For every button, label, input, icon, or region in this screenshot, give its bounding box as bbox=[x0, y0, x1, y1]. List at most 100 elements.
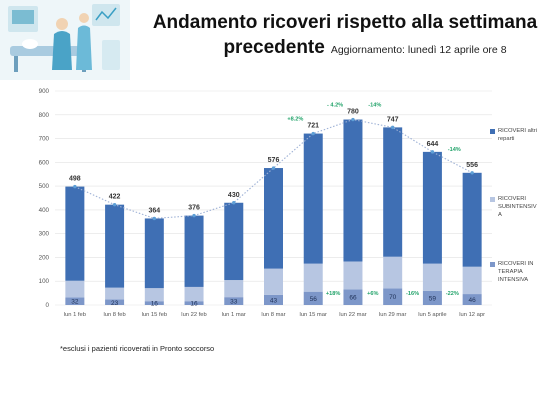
legend-label: RICOVERI bbox=[498, 196, 527, 202]
trend-point bbox=[470, 171, 474, 175]
header-medical-illustration bbox=[0, 0, 130, 80]
x-tick-label: lun 29 mar bbox=[379, 312, 406, 318]
ti-data-label: 46 bbox=[469, 297, 477, 304]
bar-segment-altri-reparti bbox=[343, 119, 363, 262]
ti-data-label: 66 bbox=[349, 295, 357, 302]
total-data-label: 721 bbox=[307, 123, 319, 130]
bar-segment-altri-reparti bbox=[462, 172, 482, 267]
bar-segment-subintensiva bbox=[462, 266, 482, 295]
bar-segment-terapia-intensiva bbox=[303, 291, 323, 305]
ti-data-label: 43 bbox=[270, 297, 278, 304]
total-data-label: 422 bbox=[109, 194, 121, 201]
y-tick-label: 900 bbox=[39, 88, 50, 95]
total-data-label: 644 bbox=[427, 141, 439, 148]
y-tick-label: 800 bbox=[39, 112, 50, 119]
bar-segment-subintensiva bbox=[422, 263, 442, 291]
legend-label: A bbox=[498, 212, 502, 218]
x-tick-label: lun 1 mar bbox=[222, 312, 246, 318]
y-tick-label: 300 bbox=[39, 231, 50, 238]
y-tick-label: 100 bbox=[39, 278, 50, 285]
y-tick-label: 500 bbox=[39, 183, 50, 190]
total-change-label: +8.2% bbox=[287, 117, 303, 123]
bar-segment-subintensiva bbox=[65, 280, 85, 298]
total-data-label: 556 bbox=[466, 162, 478, 169]
page-title: Andamento ricoveri rispetto alla settima… bbox=[140, 10, 550, 63]
bar-segment-terapia-intensiva bbox=[224, 297, 244, 305]
x-tick-label: lun 15 feb bbox=[142, 312, 167, 318]
trend-point bbox=[311, 131, 315, 136]
legend-label: TERAPIA bbox=[498, 269, 523, 275]
bar-segment-subintensiva bbox=[184, 286, 204, 302]
x-tick-label: lun 8 mar bbox=[261, 312, 285, 318]
legend-item: RICOVERI altri reparti bbox=[490, 127, 560, 143]
x-tick-label: lun 1 feb bbox=[64, 312, 86, 318]
y-tick-label: 400 bbox=[39, 207, 50, 214]
bar-segment-terapia-intensiva bbox=[144, 301, 164, 305]
total-data-label: 364 bbox=[148, 207, 160, 214]
x-tick-label: lun 15 mar bbox=[300, 312, 327, 318]
ti-data-label: 32 bbox=[71, 299, 79, 306]
hospitalization-chart: 0 100 200 300 400 500 600 700 800 900 lun 1 feb 32 4… bbox=[39, 88, 492, 318]
total-change-label: - 4.2% bbox=[327, 103, 343, 109]
ti-data-label: 16 bbox=[151, 301, 159, 308]
ti-data-label: 59 bbox=[429, 295, 437, 302]
bar-segment-subintensiva bbox=[343, 261, 363, 290]
x-tick-label: lun 22 feb bbox=[181, 312, 206, 318]
trend-point bbox=[112, 202, 117, 207]
y-tick-label: 600 bbox=[39, 159, 50, 166]
title-line-2: precedente bbox=[223, 37, 325, 58]
ti-data-label: 16 bbox=[190, 301, 198, 308]
bar-segment-altri-reparti bbox=[65, 186, 85, 281]
bar-segment-terapia-intensiva bbox=[383, 288, 403, 305]
trend-point bbox=[390, 125, 395, 130]
ti-data-label: 56 bbox=[310, 296, 318, 303]
total-data-label: 780 bbox=[347, 109, 359, 116]
title-line-1: Andamento ricoveri rispetto alla settima… bbox=[152, 12, 538, 33]
trend-point bbox=[73, 184, 77, 189]
bar-segment-terapia-intensiva bbox=[422, 290, 442, 305]
total-data-label: 498 bbox=[69, 176, 81, 183]
bar-segment-terapia-intensiva bbox=[462, 294, 482, 305]
legend-item: RICOVERI SUBINTENSIV A bbox=[490, 195, 560, 219]
bar-segment-subintensiva bbox=[224, 280, 244, 298]
legend-label: RICOVERI IN bbox=[498, 261, 534, 267]
y-tick-label: 0 bbox=[46, 302, 50, 309]
legend-label: reparti bbox=[498, 136, 515, 142]
x-tick-label: lun 12 apr bbox=[459, 312, 485, 318]
bar-segment-altri-reparti bbox=[264, 168, 283, 269]
trend-point bbox=[271, 166, 276, 170]
bar-segment-altri-reparti bbox=[383, 127, 403, 257]
bar-segment-subintensiva bbox=[144, 288, 164, 302]
trend-point bbox=[351, 117, 355, 122]
trend-point bbox=[192, 213, 196, 218]
ti-change-label: +18% bbox=[326, 291, 340, 297]
legend-swatch bbox=[490, 129, 495, 134]
total-trend-line bbox=[74, 118, 473, 220]
bar-segment-altri-reparti bbox=[184, 215, 204, 287]
total-data-label: 376 bbox=[188, 205, 200, 212]
ti-data-label: 23 bbox=[111, 300, 119, 307]
total-change-label: -14% bbox=[448, 147, 461, 153]
ti-change-label: -16% bbox=[406, 291, 419, 297]
bar-segment-altri-reparti bbox=[144, 218, 164, 289]
bar-segment-altri-reparti bbox=[105, 204, 125, 288]
x-tick-label: lun 22 mar bbox=[339, 312, 366, 318]
bar-segment-altri-reparti bbox=[303, 133, 323, 264]
bar-segment-terapia-intensiva bbox=[105, 299, 125, 305]
x-tick-label: lun 5 aprile bbox=[418, 312, 446, 318]
total-change-label: -14% bbox=[368, 103, 381, 109]
total-data-label: 430 bbox=[228, 192, 240, 199]
bar-segment-altri-reparti bbox=[422, 151, 442, 264]
trend-point bbox=[152, 216, 157, 221]
legend-label: SUBINTENSIV bbox=[498, 204, 537, 210]
bar-segment-subintensiva bbox=[383, 256, 403, 289]
footnote: *esclusi i pazienti ricoverati in Pronto… bbox=[60, 344, 215, 353]
legend-item: RICOVERI IN TERAPIA INTENSIVA bbox=[490, 260, 560, 284]
bar-segment-terapia-intensiva bbox=[264, 294, 283, 305]
ti-data-label: 33 bbox=[230, 299, 238, 306]
bar-segment-subintensiva bbox=[264, 268, 283, 295]
ti-change-label: +6% bbox=[367, 291, 378, 297]
legend-label: INTENSIVA bbox=[498, 277, 529, 283]
y-tick-label: 200 bbox=[39, 254, 50, 261]
bar-segment-terapia-intensiva bbox=[184, 301, 204, 305]
